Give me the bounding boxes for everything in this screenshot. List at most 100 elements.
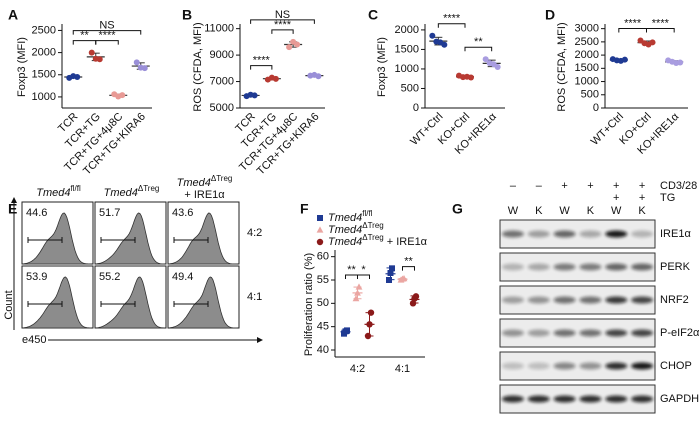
significance-label: NS [275, 9, 290, 21]
panel-label: D [545, 7, 555, 23]
significance-label: NS [99, 20, 114, 32]
y-tick-label: 1000 [395, 63, 419, 75]
data-point [251, 92, 258, 99]
significance-label: ** [80, 30, 89, 42]
blot-band [553, 362, 576, 370]
data-point [316, 238, 324, 246]
gene-name: Tmed4 [36, 187, 70, 199]
y-tick-label: 1500 [575, 62, 599, 74]
blot-strip [499, 252, 656, 282]
blot-band [553, 230, 576, 238]
blot-band [527, 296, 550, 304]
gene-name: Tmed4 [104, 187, 138, 199]
blot-band [631, 362, 654, 370]
data-point [412, 293, 420, 300]
gate-percentage: 43.6 [172, 207, 193, 219]
gene-name: Tmed4 [177, 177, 211, 189]
y-tick-label: 500 [401, 82, 419, 94]
gate-percentage: 55.2 [99, 271, 120, 283]
legend-label: Tmed4ΔTreg [328, 221, 384, 236]
gate [27, 301, 63, 307]
gate [100, 237, 136, 243]
gate-percentage: 51.7 [99, 207, 120, 219]
histogram [23, 212, 91, 265]
blot-band [527, 230, 550, 238]
significance-bracket [72, 30, 142, 35]
gate-percentage: 53.9 [26, 271, 47, 283]
blot-band [501, 230, 524, 238]
blot-band [579, 263, 602, 271]
data-point [286, 44, 293, 51]
significance-label: * [361, 264, 366, 276]
blot-band [631, 395, 654, 403]
treatment-sign: – [510, 180, 517, 192]
blot-band [501, 263, 524, 271]
blot-band [579, 395, 602, 403]
genotype-label: K [587, 205, 595, 217]
blot-strip [499, 351, 656, 381]
data-point [649, 39, 656, 46]
y-tick-label: 2500 [575, 36, 599, 48]
x-axis-label: e450 [22, 334, 46, 346]
significance-bracket [646, 28, 675, 33]
significance-bracket [437, 23, 466, 28]
histogram [169, 212, 237, 265]
y-tick-label: 2000 [32, 47, 56, 59]
blot-band [605, 329, 628, 337]
gate-percentage: 44.6 [26, 207, 47, 219]
blot-band [605, 230, 628, 238]
data-point [429, 32, 436, 39]
protein-label: GAPDH [660, 393, 699, 405]
blot-band [501, 296, 524, 304]
legend-label: Tmed4fl/fl [328, 209, 373, 224]
y-axis-label: Foxp3 (MFI) [16, 37, 28, 97]
row-label: 4:2 [247, 227, 262, 239]
data-point [367, 309, 375, 316]
column-label: Tmed4ΔTreg [177, 174, 233, 189]
blot-band [579, 230, 602, 238]
y-axis-label: Count [3, 290, 15, 319]
superscript: ΔTreg [362, 221, 384, 230]
blot-band [501, 329, 524, 337]
gate [27, 237, 63, 243]
y-tick-label: 45 [317, 321, 329, 333]
data-point [386, 277, 392, 283]
data-point [316, 226, 324, 233]
data-point [366, 321, 373, 328]
y-tick-label: 7000 [210, 75, 234, 87]
y-tick-label: 1500 [395, 43, 419, 55]
superscript: ΔTreg [362, 233, 384, 242]
blot-strip [499, 384, 656, 414]
blot-band [553, 296, 576, 304]
x-tick-label: 4:1 [395, 363, 410, 375]
significance-bracket [402, 266, 415, 271]
data-point [352, 295, 360, 302]
y-tick-label: 2000 [395, 24, 419, 36]
data-point [133, 59, 140, 66]
column-label: Tmed4ΔTreg [104, 184, 160, 199]
blot-band [631, 329, 654, 337]
significance-bracket [464, 46, 493, 52]
blot-band [527, 329, 550, 337]
significance-label: **** [652, 17, 670, 29]
y-tick-label: 50 [317, 297, 329, 309]
blot-band [501, 395, 524, 403]
column-label-suffix: + IRE1α [184, 189, 225, 201]
y-tick-label: 500 [581, 89, 599, 101]
treatment-label: CD3/28 [660, 180, 697, 192]
blot-band [527, 263, 550, 271]
treatment-sign: + [561, 180, 567, 192]
histogram [169, 276, 238, 329]
data-point [74, 73, 81, 80]
data-point [344, 327, 350, 334]
y-tick-label: 11000 [204, 23, 234, 35]
y-axis-label: Proliferation ratio (%) [303, 253, 315, 356]
blot-band [501, 362, 524, 370]
data-point [364, 332, 372, 340]
y-tick-label: 55 [317, 274, 329, 286]
significance-label: **** [98, 30, 116, 42]
y-tick-label: 2000 [575, 49, 599, 61]
significance-bracket [250, 65, 273, 70]
y-tick-label: 5000 [210, 102, 234, 114]
data-point [494, 64, 501, 70]
